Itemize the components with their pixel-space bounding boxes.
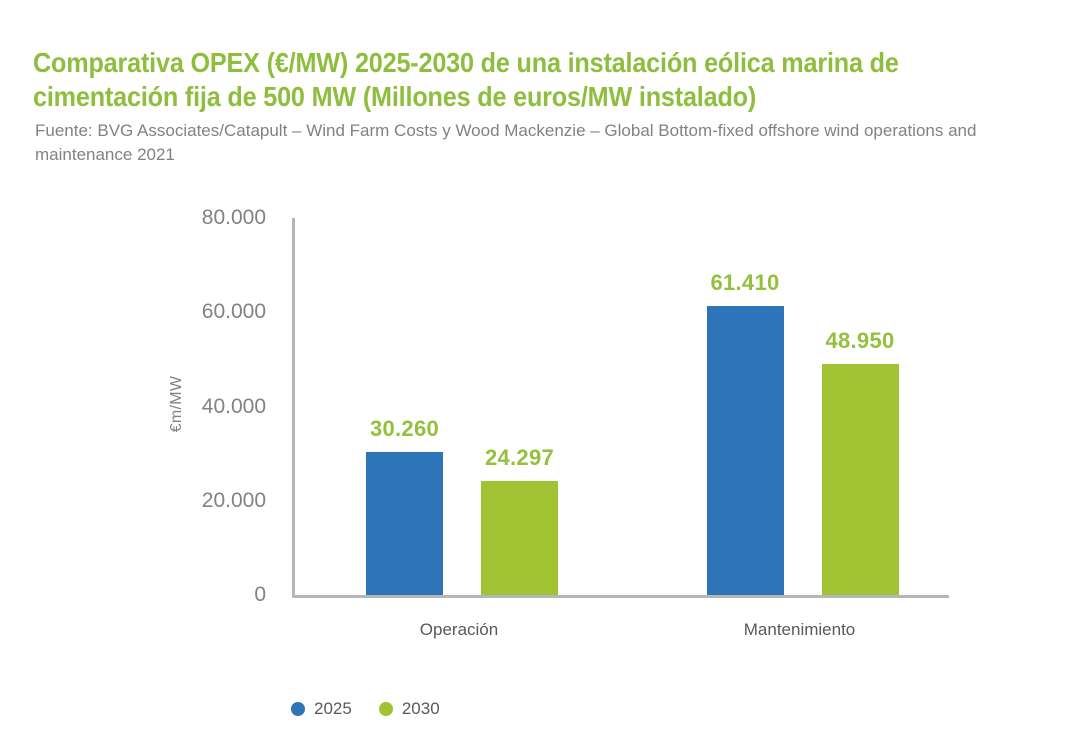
plot-area: 30.260 24.297 61.410 48.950 (292, 218, 949, 598)
y-tick-label: 60.000 (201, 300, 266, 324)
legend-item-2025: 2025 (291, 699, 352, 719)
legend-label: 2025 (314, 699, 352, 718)
bar-value-label: 30.260 (369, 416, 440, 442)
legend-item-2030: 2030 (378, 699, 440, 719)
bar-2030-0 (481, 480, 558, 595)
legend-label: 2030 (401, 699, 440, 718)
chart-source: Fuente: BVG Associates/Catapult – Wind F… (35, 121, 977, 164)
chart-legend: 2025 2030 (291, 699, 440, 719)
bar-value-label: 24.297 (484, 444, 555, 470)
legend-dot-icon (378, 702, 393, 716)
y-tick-label: 80.000 (201, 206, 266, 229)
bar-2025-1 (706, 305, 784, 595)
y-tick-label: 20.000 (201, 488, 266, 512)
chart-title: Comparativa OPEX (€/MW) 2025-2030 de una… (33, 47, 899, 112)
bar-value-label: 61.410 (710, 269, 780, 295)
bar-value-label: 48.950 (825, 328, 895, 354)
y-tick-label: 0 (254, 583, 266, 606)
bar-2025-0 (366, 452, 443, 595)
x-category-label: Mantenimiento (743, 620, 856, 639)
bar-2030-1 (821, 364, 899, 595)
legend-dot-icon (291, 702, 305, 716)
y-tick-label: 40.000 (201, 394, 266, 418)
x-category-label: Operación (419, 620, 499, 639)
